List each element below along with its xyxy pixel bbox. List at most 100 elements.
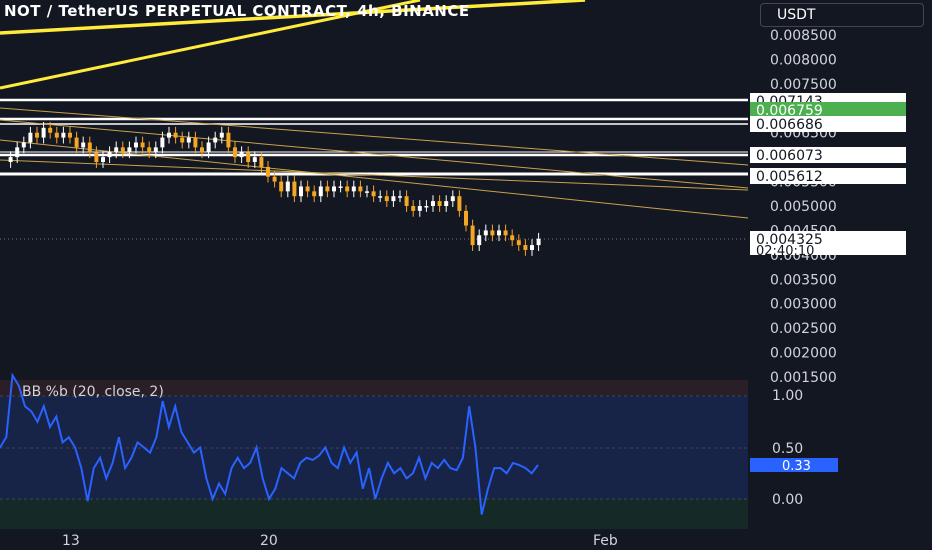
price-level-label[interactable]: 0.006073 bbox=[750, 147, 906, 164]
candle-body bbox=[470, 225, 475, 246]
price-level-label[interactable]: 0.006686 bbox=[750, 116, 906, 133]
last-price-bg bbox=[750, 231, 906, 255]
candle-body bbox=[404, 196, 409, 206]
candle-body bbox=[41, 127, 46, 138]
candle-body bbox=[292, 181, 297, 197]
candle-body bbox=[68, 132, 72, 138]
candlestick-series bbox=[8, 121, 541, 256]
candle-body bbox=[516, 240, 521, 246]
candle-body bbox=[87, 142, 92, 153]
trendline-1[interactable] bbox=[0, 0, 586, 35]
candle-body bbox=[35, 132, 39, 138]
countdown-timer: 02:40:10 bbox=[756, 244, 814, 259]
candle-body bbox=[81, 142, 86, 148]
candle-body bbox=[365, 191, 369, 193]
trendline-2[interactable] bbox=[0, 0, 421, 90]
candle-body bbox=[464, 210, 468, 226]
candle-body bbox=[305, 186, 310, 192]
price-tick-label: 0.001500 bbox=[770, 370, 837, 386]
price-level-label[interactable]: 0.005612 bbox=[750, 168, 906, 185]
candle-body bbox=[483, 230, 488, 236]
candle-body bbox=[246, 152, 251, 163]
price-level-value: 0.006073 bbox=[756, 148, 823, 164]
candle-body bbox=[252, 157, 257, 163]
candle-body bbox=[411, 206, 416, 211]
candle-body bbox=[219, 132, 224, 138]
candle-body bbox=[200, 147, 204, 153]
indicator-title[interactable]: BB %b (20, close, 2) bbox=[22, 384, 164, 400]
trendline-10[interactable] bbox=[0, 119, 749, 189]
indicator-tick-label: 1.00 bbox=[772, 388, 803, 404]
candle-body bbox=[233, 147, 237, 158]
candle-body bbox=[338, 186, 343, 188]
candle-body bbox=[21, 142, 26, 148]
candle-body bbox=[101, 157, 105, 163]
trendline-12[interactable] bbox=[0, 159, 749, 191]
candle-body bbox=[391, 196, 396, 202]
band-lower bbox=[0, 499, 748, 529]
candle-body bbox=[318, 186, 323, 197]
candle-body bbox=[523, 245, 528, 250]
candle-body bbox=[140, 142, 145, 148]
time-axis[interactable]: 13 20 Feb bbox=[62, 533, 618, 549]
time-axis-label: Feb bbox=[593, 533, 618, 549]
candle-body bbox=[74, 137, 79, 148]
candle-body bbox=[424, 206, 429, 208]
candle-body bbox=[213, 137, 218, 143]
candle-body bbox=[510, 235, 515, 241]
indicator-tick-label: 0.50 bbox=[772, 441, 803, 457]
price-level-value: 0.006759 bbox=[756, 103, 823, 119]
indicator-bands bbox=[0, 380, 748, 529]
candle-body bbox=[497, 230, 501, 236]
price-level-bg bbox=[750, 102, 906, 118]
currency-button[interactable]: USDT bbox=[760, 3, 924, 27]
candle-body bbox=[173, 132, 178, 138]
price-level-bg bbox=[750, 116, 906, 132]
trendline-11[interactable] bbox=[0, 139, 749, 219]
indicator-value-bg bbox=[750, 458, 838, 472]
price-tick-label: 0.007500 bbox=[770, 77, 837, 93]
indicator-value-text: 0.33 bbox=[782, 459, 811, 474]
price-level-bg bbox=[750, 168, 906, 184]
candle-body bbox=[345, 186, 350, 192]
candle-body bbox=[299, 186, 303, 197]
candle-body bbox=[120, 147, 125, 153]
candle-body bbox=[15, 147, 20, 158]
candle-body bbox=[444, 201, 449, 206]
candle-body bbox=[48, 127, 53, 133]
price-axis[interactable]: 0.0085000.0080000.0075000.0070000.006500… bbox=[750, 28, 906, 508]
candle-body bbox=[450, 196, 455, 202]
price-level-value: 0.005612 bbox=[756, 169, 823, 185]
trendline-9[interactable] bbox=[0, 107, 749, 166]
candle-body bbox=[398, 196, 402, 198]
candle-body bbox=[147, 147, 152, 153]
candle-body bbox=[226, 132, 231, 148]
candle-body bbox=[8, 157, 13, 163]
price-level-bg bbox=[750, 147, 906, 163]
trendlines[interactable] bbox=[0, 0, 749, 219]
candle-body bbox=[259, 157, 264, 167]
candle-body bbox=[167, 132, 171, 138]
time-axis-label: 20 bbox=[260, 533, 278, 549]
price-level-label[interactable]: 0.006759 bbox=[750, 102, 906, 119]
candle-body bbox=[457, 196, 462, 211]
candle-body bbox=[239, 152, 244, 158]
candle-body bbox=[285, 181, 290, 192]
candle-body bbox=[477, 235, 482, 246]
candle-body bbox=[114, 147, 119, 153]
candle-body bbox=[490, 230, 495, 236]
candle-body bbox=[127, 147, 132, 153]
candle-body bbox=[325, 186, 330, 192]
candle-body bbox=[94, 152, 99, 163]
candle-body bbox=[28, 132, 33, 143]
candle-body bbox=[384, 196, 389, 202]
last-price-value: 0.004325 bbox=[756, 232, 823, 248]
candle-body bbox=[371, 191, 376, 197]
candle-body bbox=[431, 201, 435, 206]
indicator-value-label[interactable]: 0.33 bbox=[750, 458, 838, 474]
candle-body bbox=[134, 142, 138, 148]
candle-body bbox=[279, 181, 284, 192]
price-tick-label: 0.008500 bbox=[770, 28, 837, 44]
